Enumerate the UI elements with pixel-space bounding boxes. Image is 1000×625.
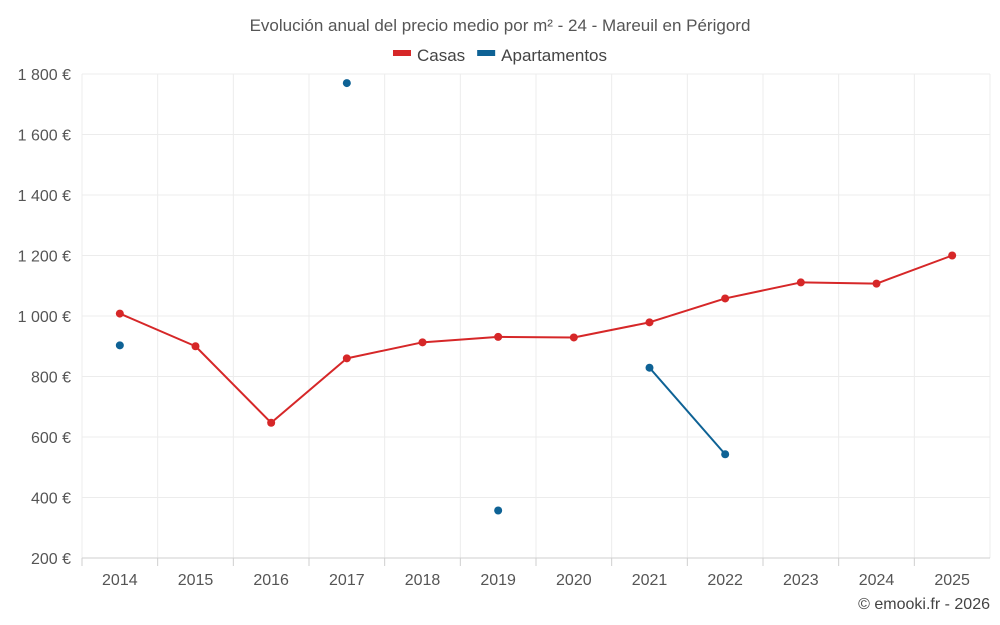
data-point[interactable] — [948, 251, 957, 260]
y-tick-label: 200 € — [31, 551, 71, 568]
data-point[interactable] — [418, 338, 427, 347]
y-tick-label: 1 800 € — [18, 67, 71, 84]
y-tick-label: 800 € — [31, 370, 71, 387]
x-tick-label: 2025 — [934, 572, 970, 589]
x-tick-label: 2019 — [480, 572, 516, 589]
series-line-segment — [118, 312, 197, 348]
data-point[interactable] — [342, 79, 351, 88]
series-line-segment — [875, 254, 954, 285]
y-tick-label: 600 € — [31, 430, 71, 447]
y-axis-ticks: 200 € 400 € 600 € 800 € 1 000 € 1 200 € 1 400 … — [18, 67, 71, 568]
data-point[interactable] — [494, 506, 503, 515]
x-axis-ticks: 2014 2015 2016 2017 2018 2019 2020 2021 2022 2023… — [81, 558, 970, 589]
data-point[interactable] — [645, 363, 654, 372]
legend: Casas Apartamentos — [392, 46, 607, 65]
data-point[interactable] — [721, 294, 730, 303]
series-line-segment — [799, 281, 878, 285]
y-tick-label: 1 400 € — [18, 188, 71, 205]
series-line-segment — [572, 321, 651, 339]
series-casas — [115, 251, 957, 427]
legend-label: Apartamentos — [501, 46, 607, 65]
y-tick-label: 1 200 € — [18, 249, 71, 266]
x-tick-label: 2024 — [859, 572, 895, 589]
x-tick-label: 2020 — [556, 572, 592, 589]
data-point[interactable] — [267, 418, 276, 427]
x-tick-label: 2014 — [102, 572, 138, 589]
y-tick-label: 400 € — [31, 491, 71, 508]
x-tick-label: 2016 — [253, 572, 289, 589]
data-point[interactable] — [191, 342, 200, 351]
series-line-segment — [648, 297, 727, 324]
legend-swatch — [477, 50, 496, 56]
series-line-segment — [724, 281, 802, 300]
data-point[interactable] — [569, 333, 578, 342]
series-line-segment — [648, 366, 727, 456]
series-line-segment — [345, 341, 424, 360]
y-tick-label: 1 000 € — [18, 309, 71, 326]
credit-text: © emooki.fr - 2026 — [858, 596, 990, 613]
series-line-segment — [497, 335, 575, 339]
data-point[interactable] — [872, 279, 881, 288]
series-line-segment — [270, 357, 348, 424]
series-line-segment — [194, 345, 273, 424]
series-apartamentos — [115, 79, 730, 515]
data-point[interactable] — [796, 278, 805, 287]
data-point[interactable] — [115, 309, 124, 318]
y-tick-label: 1 600 € — [18, 128, 71, 145]
data-point[interactable] — [494, 332, 503, 341]
series-layer — [115, 79, 957, 515]
data-point[interactable] — [721, 450, 730, 459]
x-tick-label: 2017 — [329, 572, 365, 589]
x-tick-label: 2023 — [783, 572, 819, 589]
x-tick-label: 2015 — [178, 572, 214, 589]
series-line-segment — [421, 335, 500, 344]
x-tick-label: 2018 — [405, 572, 441, 589]
legend-swatch — [392, 50, 411, 56]
chart-title: Evolución anual del precio medio por m² … — [250, 16, 751, 35]
x-tick-label: 2022 — [707, 572, 743, 589]
x-gridlines — [81, 74, 991, 558]
data-point[interactable] — [342, 354, 351, 363]
legend-label: Casas — [417, 46, 465, 65]
data-point[interactable] — [645, 318, 654, 327]
x-tick-label: 2021 — [632, 572, 668, 589]
data-point[interactable] — [115, 341, 124, 350]
